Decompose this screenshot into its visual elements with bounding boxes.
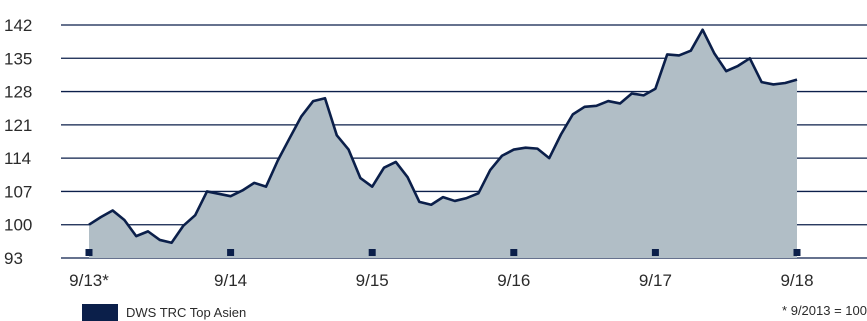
y-tick-label: 107 (4, 182, 32, 201)
y-tick-label: 142 (4, 16, 32, 35)
legend: DWS TRC Top Asien (82, 304, 246, 321)
y-tick-label: 121 (4, 116, 32, 135)
x-tick-label: 9/13* (69, 271, 109, 290)
y-tick-label: 100 (4, 216, 32, 235)
series-area-fill (89, 29, 797, 259)
x-tick-label: 9/14 (214, 271, 247, 290)
year-marker (227, 249, 235, 256)
footnote: * 9/2013 = 100 (782, 303, 867, 318)
y-tick-label: 114 (4, 149, 31, 168)
x-tick-label: 9/17 (639, 271, 672, 290)
y-tick-label: 128 (4, 83, 32, 102)
year-marker (85, 249, 93, 256)
y-tick-label: 93 (4, 249, 23, 268)
x-axis-tick-labels: 9/13* 9/14 9/15 9/16 9/17 9/18 (69, 271, 813, 290)
year-marker (793, 249, 801, 256)
series-line (88, 28, 798, 245)
x-tick-label: 9/18 (780, 271, 813, 290)
legend-swatch (82, 304, 118, 321)
x-tick-label: 9/15 (356, 271, 389, 290)
year-marker (651, 249, 659, 256)
series-area (88, 28, 798, 259)
y-tick-label: 135 (4, 49, 32, 68)
x-tick-label: 9/16 (497, 271, 530, 290)
legend-label: DWS TRC Top Asien (126, 305, 247, 320)
year-marker (368, 249, 376, 256)
year-markers (85, 249, 801, 256)
y-axis-tick-labels: 93 100 107 114 121 128 135 142 (4, 16, 32, 268)
year-marker (510, 249, 518, 256)
